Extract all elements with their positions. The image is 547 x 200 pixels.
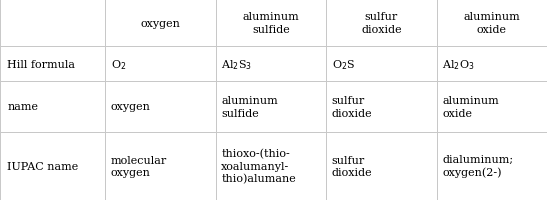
Bar (216, 0, 326, 47)
Text: molecular
oxygen: molecular oxygen (111, 155, 167, 177)
Bar (216, 132, 326, 200)
Text: aluminum
oxide: aluminum oxide (442, 96, 499, 118)
Bar (106, 47, 216, 82)
Bar (437, 82, 547, 132)
Bar (326, 132, 437, 200)
Text: oxygen: oxygen (111, 102, 151, 112)
Bar (0, 82, 106, 132)
Bar (326, 0, 437, 47)
Text: aluminum
sulfide: aluminum sulfide (243, 12, 299, 35)
Text: Al$_2$O$_3$: Al$_2$O$_3$ (442, 58, 475, 71)
Text: thioxo-(thio-
xoalumanyl-
thio)alumane: thioxo-(thio- xoalumanyl- thio)alumane (222, 148, 296, 184)
Text: dialuminum;
oxygen(2-): dialuminum; oxygen(2-) (442, 154, 513, 177)
Bar (326, 47, 437, 82)
Bar (106, 82, 216, 132)
Bar (326, 82, 437, 132)
Bar (437, 47, 547, 82)
Text: Hill formula: Hill formula (7, 59, 75, 69)
Text: IUPAC name: IUPAC name (7, 161, 79, 171)
Bar (0, 132, 106, 200)
Bar (0, 0, 106, 47)
Bar (106, 0, 216, 47)
Bar (437, 132, 547, 200)
Text: aluminum
sulfide: aluminum sulfide (222, 96, 278, 118)
Text: name: name (7, 102, 38, 112)
Bar (0, 47, 106, 82)
Bar (106, 132, 216, 200)
Bar (216, 47, 326, 82)
Text: sulfur
dioxide: sulfur dioxide (331, 155, 373, 177)
Text: sulfur
dioxide: sulfur dioxide (331, 96, 373, 118)
Text: sulfur
dioxide: sulfur dioxide (361, 12, 401, 35)
Bar (437, 0, 547, 47)
Bar (216, 82, 326, 132)
Text: O$_2$: O$_2$ (111, 58, 126, 71)
Text: oxygen: oxygen (141, 19, 181, 29)
Text: O$_2$S: O$_2$S (331, 58, 355, 71)
Text: aluminum
oxide: aluminum oxide (463, 12, 520, 35)
Text: Al$_2$S$_3$: Al$_2$S$_3$ (222, 58, 252, 71)
